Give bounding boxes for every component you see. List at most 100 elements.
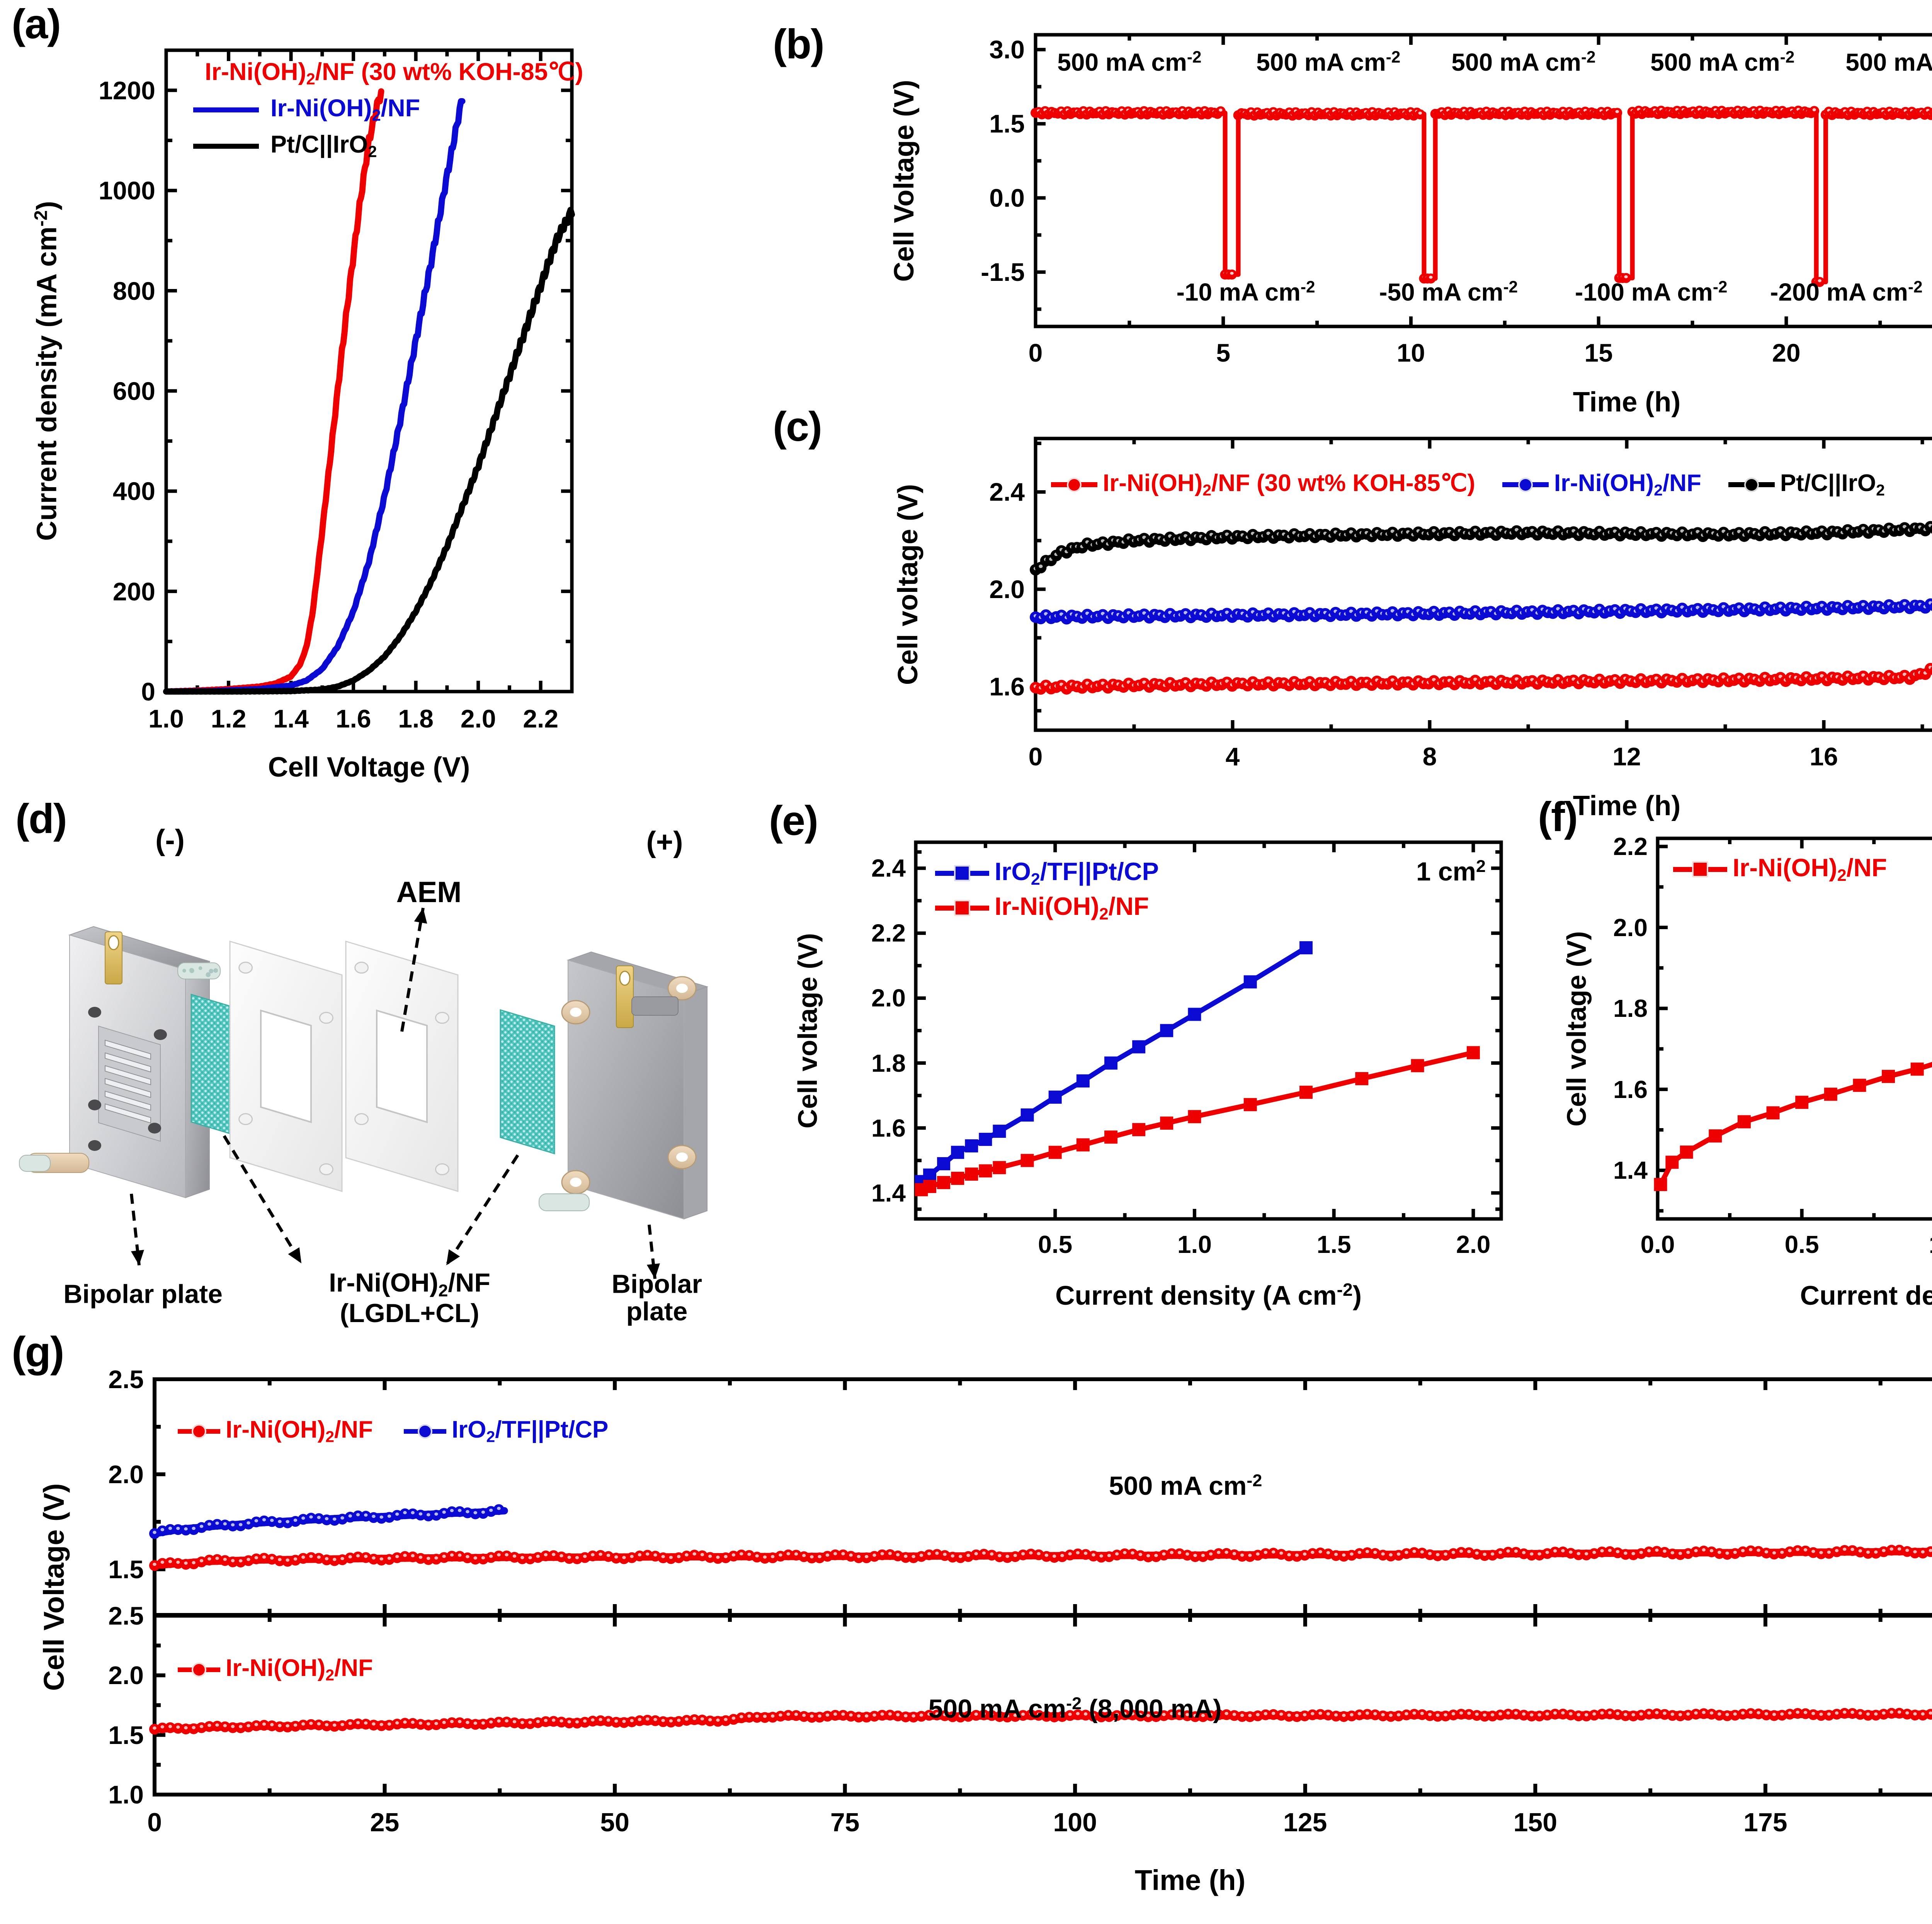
panel-g-bottom-series-0-marker-gloss (1287, 1713, 1291, 1717)
panel-g-top-series-0-marker-gloss (1295, 1553, 1299, 1557)
panel-g-top-series-1-marker-gloss (153, 1531, 156, 1534)
panel-g-bottom-series-0-marker-gloss (427, 1722, 430, 1725)
panel-g-top-series-0-marker-gloss (1068, 1552, 1072, 1555)
panel-g-bottom-series-0-marker-gloss (1874, 1712, 1878, 1715)
panel-g-top-series-0-marker-gloss (1248, 1554, 1252, 1557)
panel-g-bottom-series-0-marker-gloss (184, 1726, 188, 1729)
panel-b-marker-gloss (1616, 110, 1619, 113)
panel-g-top-series-0-marker-gloss (1201, 1554, 1205, 1557)
panel-e-markers-0-marker (937, 1157, 950, 1170)
panel-g-top-series-0-marker-gloss (301, 1555, 305, 1559)
panel-g-top-series-0-marker-gloss (810, 1555, 814, 1558)
panel-a-ytick-6: 1200 (99, 78, 155, 103)
panel-g-top-series-0-marker-gloss (1679, 1552, 1682, 1555)
panel-g-bottom-series-0-marker-gloss (1514, 1712, 1518, 1715)
panel-g-top-ytick-2: 2.5 (108, 1367, 144, 1392)
panel-g-bottom-series-0-marker-gloss (857, 1714, 861, 1717)
panel-g-top-series-0-marker-gloss (1608, 1549, 1612, 1552)
panel-f-xtick-0: 0.0 (1641, 1232, 1675, 1257)
panel-g-top-series-0-marker-gloss (1913, 1550, 1917, 1553)
panel-c-series-2 (1030, 512, 1932, 575)
panel-g-top-series-1-marker-gloss (262, 1518, 266, 1521)
panel-g-top-series-0-marker-gloss (1240, 1553, 1244, 1557)
panel-g-top-series-0-marker-gloss (724, 1555, 728, 1558)
panel-g-top-series-1-marker-gloss (192, 1527, 196, 1530)
panel-g-bottom-series-0-marker-gloss (1318, 1712, 1322, 1715)
panel-e-markers-0-marker (951, 1146, 964, 1159)
panel-g-bottom-series-0-marker-gloss (669, 1719, 673, 1722)
panel-g-bottom-series-0-marker-gloss (411, 1721, 415, 1724)
panel-g-top-series-0-marker-gloss (1741, 1549, 1745, 1552)
panel-c-series-2-marker-gloss (1039, 564, 1043, 568)
panel-g-top-series-0-marker-gloss (1005, 1555, 1009, 1558)
panel-g-bottom-series-0-marker-gloss (1405, 1712, 1408, 1715)
panel-g-bottom-series-0-marker-gloss (1741, 1712, 1745, 1715)
panel-e-markers-0-marker (965, 1139, 978, 1152)
panel-g-top-series-0-marker-gloss (1827, 1550, 1831, 1553)
panel-b-marker-gloss (1813, 108, 1816, 111)
panel-b-top-annotation-2: 500 mA cm-2 (1451, 49, 1595, 75)
panel-g-bottom-series-0-marker-gloss (450, 1720, 454, 1723)
panel-e-markers-1-marker (1411, 1059, 1424, 1072)
panel-g-bottom-legend: Ir-Ni(OH)2/NF (178, 1656, 404, 1683)
panel-g-top-series-0-marker-gloss (262, 1555, 266, 1559)
bolt-hole-left-0 (88, 1007, 101, 1018)
bipolar-left-leader (131, 1194, 144, 1265)
panel-g-bottom-series-0-marker-gloss (1671, 1713, 1675, 1716)
panel-b-ylabel: Cell Voltage (V) (890, 80, 918, 282)
gasket-frame-1-hole-3 (320, 1164, 333, 1175)
panel-g-bottom-series-0-marker-gloss (1905, 1712, 1909, 1715)
panel-c-letter: (c) (773, 406, 821, 447)
panel-g-top-series-0-marker-gloss (1405, 1551, 1408, 1554)
panel-g-top-series-0-marker-gloss (1154, 1554, 1158, 1557)
panel-g-bottom-series-0-marker-gloss (1491, 1713, 1495, 1716)
panel-g-top-series-0-marker-gloss (458, 1553, 462, 1557)
panel-g-top-series-1-marker-gloss (458, 1509, 462, 1512)
panel-g-bottom-series-0-marker-gloss (1639, 1712, 1643, 1715)
panel-g-top-series-0-marker-gloss (434, 1556, 438, 1559)
panel-f-markers-0-marker (1680, 1146, 1693, 1159)
panel-g-bottom-series-0-marker-gloss (1819, 1713, 1823, 1716)
panel-g-bottom-series-0-marker-gloss (192, 1726, 196, 1729)
panel-g-bottom-series-0-marker-gloss (348, 1722, 352, 1725)
panel-g-top-series-0-marker-gloss (779, 1553, 782, 1557)
panel-g-top-series-1 (149, 1504, 504, 1539)
panel-g-xtick-4: 100 (1053, 1809, 1097, 1836)
panel-e-legend-item-1: Ir-Ni(OH)2/NF (935, 891, 1159, 925)
panel-g-top-series-0-marker-gloss (1115, 1552, 1119, 1555)
panel-a-ytick-5: 1000 (99, 178, 155, 203)
panel-e-markers-0-marker (1021, 1108, 1034, 1122)
standoff-hole-1 (676, 984, 688, 993)
panel-g-top-series-0-marker-gloss (1146, 1554, 1150, 1557)
panel-e-legend-item-0: IrO2/TF||Pt/CP (935, 856, 1159, 891)
panel-b-trace (1031, 105, 1932, 289)
panel-g-bottom-series-0-marker-gloss (317, 1722, 321, 1725)
panel-g-bottom-series-0-marker-gloss (794, 1713, 798, 1716)
panel-a-ylabel: Current density (mA cm-2) (32, 201, 61, 541)
ni-foam-right-face (500, 1010, 554, 1154)
panel-g-top-series-0-marker-gloss (1553, 1549, 1557, 1552)
panel-g-top-series-0-marker-gloss (990, 1552, 994, 1555)
panel-g-top-series-0 (149, 1543, 1932, 1571)
panel-d-bipolar-right-label: Bipolar plate (599, 1271, 715, 1326)
aem-membrane-frame-hole-0 (355, 962, 368, 973)
panel-g-top-annotation: 500 mA cm-2 (1109, 1472, 1262, 1499)
panel-g-bottom-series-0-marker-gloss (583, 1720, 587, 1723)
panel-g-top-series-0-marker-gloss (1272, 1550, 1276, 1553)
panel-g-top-series-0-marker-gloss (646, 1552, 650, 1555)
panel-f-markers-0-marker (1767, 1106, 1780, 1119)
panel-g-bottom-series-0-marker-gloss (1850, 1711, 1854, 1714)
port-bubble-4 (189, 968, 194, 972)
panel-g-bottom-series-0-marker-gloss (528, 1721, 532, 1724)
panel-g-top-series-0-marker-gloss (583, 1555, 587, 1558)
panel-g-top-series-0-marker-gloss (927, 1552, 931, 1555)
panel-g-top-series-1-marker-gloss (348, 1514, 352, 1518)
panel-g-top-series-0-marker-gloss (1889, 1547, 1893, 1550)
panel-d-aem-label: AEM (396, 877, 462, 908)
panel-e-markers-1-marker (923, 1180, 936, 1193)
panel-a-ytick-1: 200 (113, 579, 155, 604)
panel-c-canvas (765, 402, 1932, 811)
panel-g-top-series-0-marker-gloss (372, 1556, 376, 1559)
terminal-lug-left-hole (109, 936, 119, 950)
panel-g-top-series-0-marker-gloss (1530, 1552, 1534, 1555)
